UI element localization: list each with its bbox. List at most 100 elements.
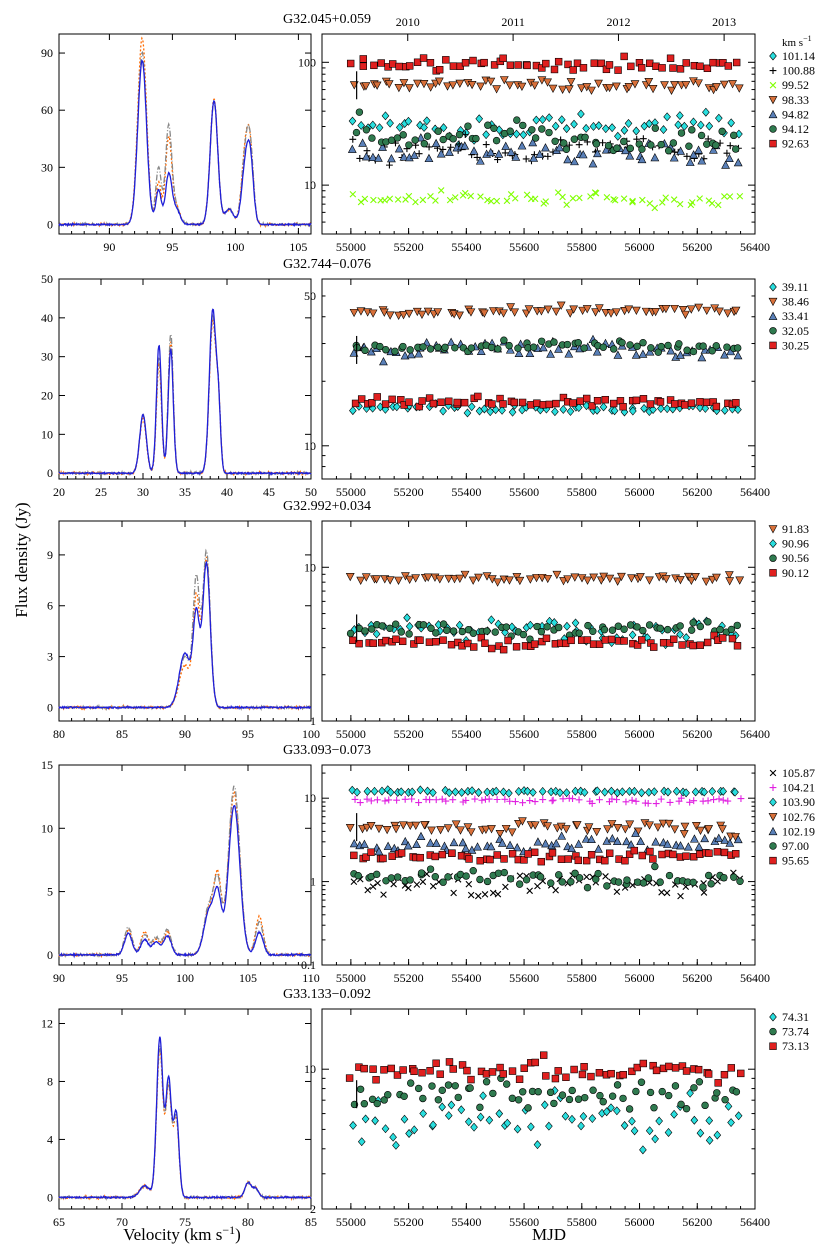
data-point [656, 624, 664, 633]
data-point [532, 574, 541, 583]
data-point [542, 198, 550, 205]
data-point [618, 787, 627, 797]
data-point [520, 856, 528, 864]
data-point [595, 121, 603, 131]
data-point [536, 873, 545, 881]
data-point [631, 350, 641, 359]
data-point [570, 135, 579, 143]
data-point [436, 826, 445, 835]
data-point [494, 890, 502, 898]
data-point [370, 61, 378, 70]
data-point [445, 147, 454, 156]
data-point [575, 874, 584, 882]
lightcurve-x-tick-label: 56000 [625, 727, 655, 741]
data-point [563, 155, 573, 164]
data-point [658, 888, 665, 896]
legend-marker [769, 51, 777, 61]
data-point [567, 843, 576, 852]
data-point [628, 630, 637, 640]
data-point [493, 851, 501, 859]
data-point [639, 135, 647, 143]
data-point [506, 797, 514, 805]
data-point [676, 111, 684, 121]
data-point [548, 849, 557, 857]
data-point [709, 145, 718, 154]
data-point [400, 1114, 409, 1124]
legend-label: 33.41 [782, 309, 809, 323]
data-point [581, 834, 591, 843]
data-point [651, 1134, 659, 1144]
data-point [520, 1064, 528, 1072]
data-point [578, 150, 588, 159]
data-point [460, 398, 469, 407]
data-point [565, 1095, 574, 1104]
data-point [412, 198, 419, 206]
data-point [637, 64, 646, 72]
data-point [405, 621, 414, 631]
data-point [479, 1091, 487, 1101]
data-point [493, 197, 501, 205]
legend-label: 105.87 [782, 766, 815, 780]
spectrum-line-dashdot [58, 785, 312, 959]
data-point [552, 399, 560, 408]
data-point [390, 880, 397, 888]
data-point [690, 1084, 698, 1092]
data-point [697, 352, 707, 362]
spectrum-x-tick-label: 85 [305, 1215, 317, 1229]
data-point [479, 309, 489, 318]
lightcurve-x-tick-label: 56200 [682, 1215, 712, 1229]
data-point [499, 76, 509, 85]
spectrum-y-tick-label: 5 [47, 885, 53, 899]
data-point [526, 797, 534, 804]
data-point [694, 303, 704, 313]
data-point [420, 123, 428, 132]
data-point [712, 83, 721, 92]
spectrum-x-tick-label: 30 [137, 485, 149, 499]
spectrum-frame [58, 33, 312, 235]
data-point [626, 621, 635, 629]
data-point [386, 161, 393, 169]
data-point [607, 786, 616, 796]
data-point [499, 400, 507, 408]
data-point [699, 342, 707, 350]
data-point [406, 350, 416, 359]
data-point [494, 149, 504, 158]
data-point [559, 193, 566, 201]
data-point [663, 625, 672, 634]
data-point [393, 796, 401, 804]
legend-marker [768, 813, 778, 822]
data-point [431, 873, 439, 881]
data-point [644, 874, 653, 882]
data-point [391, 620, 400, 628]
lightcurve-x-tick-label: 56400 [740, 240, 770, 254]
data-point [349, 348, 359, 357]
data-point [367, 797, 375, 805]
data-point [627, 62, 635, 71]
data-point [514, 344, 522, 352]
spectrum-x-tick-label: 75 [179, 1215, 191, 1229]
data-point [576, 194, 583, 202]
legend-marker [769, 125, 777, 133]
spectrum-line-dotted [58, 1048, 312, 1202]
data-point [659, 125, 668, 135]
data-point [650, 152, 660, 162]
data-point [485, 1115, 494, 1125]
data-point [446, 196, 454, 204]
data-point [639, 395, 648, 403]
lightcurve-x-tick-label: 55600 [509, 971, 539, 985]
data-point [516, 872, 524, 879]
data-point [663, 839, 672, 848]
data-point [497, 838, 507, 847]
data-point [519, 130, 528, 140]
data-point [361, 346, 369, 355]
data-point [378, 142, 387, 151]
data-point [588, 1114, 597, 1124]
data-point [437, 187, 445, 194]
data-point [703, 638, 712, 647]
lightcurve-panel: 55000 55200 55400 55600 55800 56000 56200 56400… [298, 33, 770, 254]
data-point [436, 149, 446, 158]
data-point [720, 848, 729, 857]
data-point [686, 576, 696, 586]
data-point [404, 116, 413, 126]
data-point [451, 820, 461, 829]
